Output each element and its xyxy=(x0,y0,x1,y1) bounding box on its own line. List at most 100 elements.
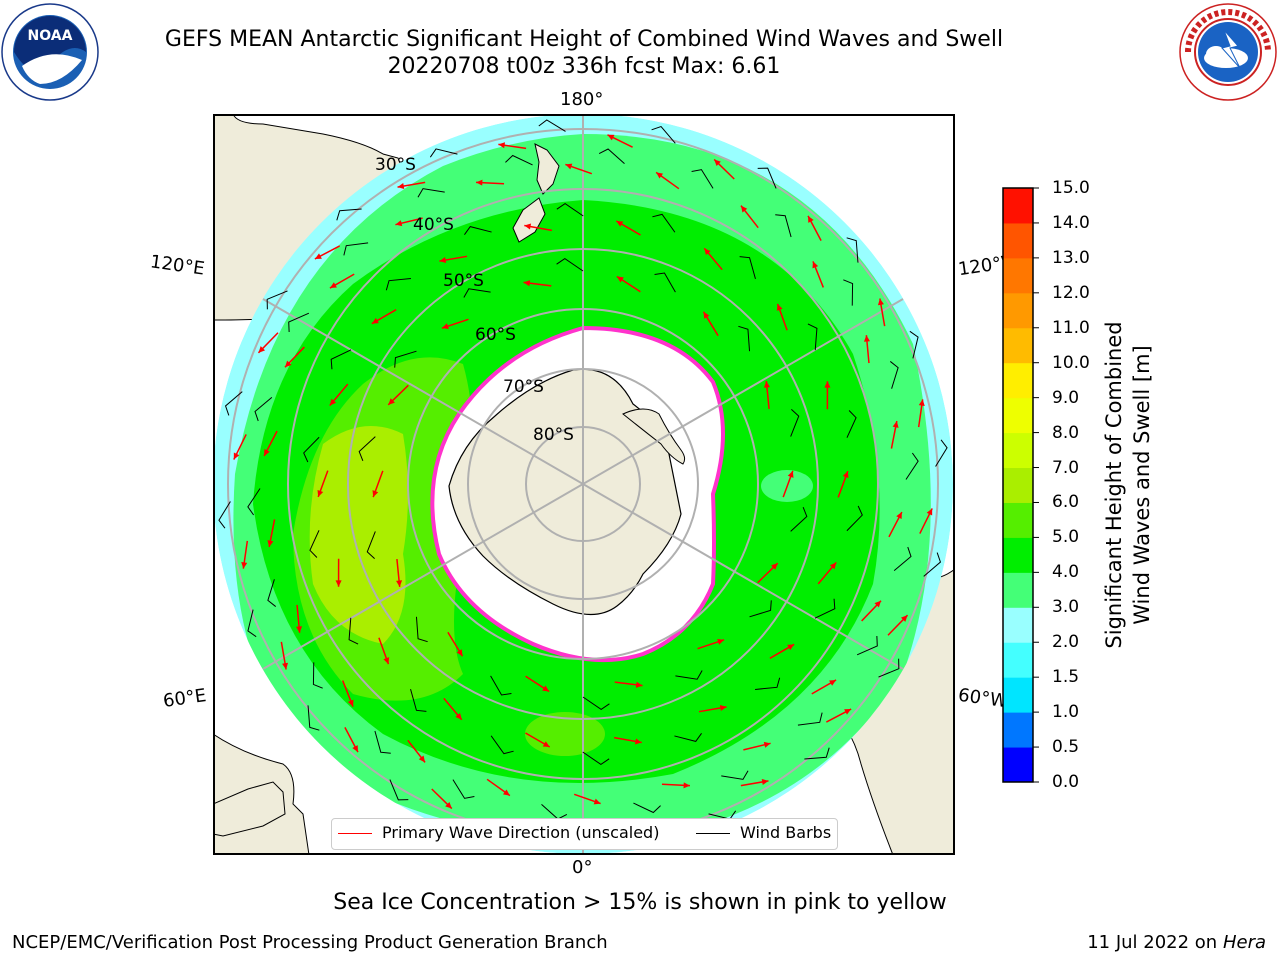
branch-credit: NCEP/EMC/Verification Post Processing Pr… xyxy=(12,932,608,953)
colorbar-tick-label: 0.5 xyxy=(1052,737,1080,758)
wind-barb xyxy=(598,148,625,165)
lat-label-50s: 50°S xyxy=(443,271,484,291)
run-date-text: 11 Jul 2022 on xyxy=(1087,932,1218,953)
wave-arrow-head xyxy=(635,681,643,688)
map-title: GEFS MEAN Antarctic Significant Height o… xyxy=(164,27,1004,52)
wind-barb xyxy=(394,350,417,368)
wind-barb xyxy=(675,670,703,680)
wave-arrow-head xyxy=(456,649,463,657)
wind-barb xyxy=(218,501,231,529)
colorbar-segment xyxy=(1003,572,1033,608)
wind-barb xyxy=(633,802,661,814)
wind-barb xyxy=(415,616,428,643)
wave-arrow-head xyxy=(877,298,884,306)
wave-arrow-head xyxy=(787,470,794,478)
wave-arrow-head xyxy=(863,335,870,342)
wind-barb xyxy=(366,531,376,560)
wave-arrow-head xyxy=(918,399,925,407)
wave-arrow-head xyxy=(441,323,449,330)
wind-barb xyxy=(878,658,900,678)
wave-arrow-head xyxy=(683,782,690,789)
wave-arrow-head xyxy=(498,142,506,149)
colorbar-tick-label: 1.0 xyxy=(1052,702,1080,723)
wind-barbs xyxy=(218,119,948,849)
wave-arrow-head xyxy=(542,685,550,692)
wave-arrow-head xyxy=(524,223,532,230)
lon-label-0: 0° xyxy=(572,857,593,878)
lat-label-30s: 30°S xyxy=(375,155,416,175)
wind-barb xyxy=(909,330,919,359)
wave-arrow-head xyxy=(383,657,390,665)
wind-barb xyxy=(429,148,458,158)
wind-barb xyxy=(247,488,261,516)
wave-arrow-head xyxy=(714,159,721,167)
colorbar-tick-label: 14.0 xyxy=(1052,212,1090,233)
wind-barb xyxy=(738,325,751,352)
wave-arrow-head xyxy=(395,220,403,227)
legend-item-wave-direction: Primary Wave Direction (unscaled) xyxy=(338,823,659,842)
noaa-logo-text: NOAA xyxy=(28,28,73,44)
wave-arrow-head xyxy=(763,741,771,748)
wave-arrow-head xyxy=(719,704,727,711)
wind-barb xyxy=(452,779,475,799)
wind-barb xyxy=(464,226,492,236)
wind-barb xyxy=(247,609,257,638)
colorbar-tick-label: 13.0 xyxy=(1052,247,1090,268)
colorbar-tick-label: 15.0 xyxy=(1052,178,1090,198)
wind-barb xyxy=(505,154,533,166)
wind-barb xyxy=(804,747,830,760)
map-legend: Primary Wave Direction (unscaled) Wind B… xyxy=(331,818,838,850)
wave-arrow-head xyxy=(771,563,778,570)
lat-label-70s: 70°S xyxy=(503,377,544,397)
colorbar-segment xyxy=(1003,397,1033,434)
wave-arrow-head xyxy=(542,741,550,748)
wave-arrow-head xyxy=(296,626,303,633)
wave-arrow-head xyxy=(371,317,379,324)
wind-barb xyxy=(303,436,320,463)
legend-label-barbs: Wind Barbs xyxy=(740,823,832,842)
wind-barb xyxy=(775,214,792,238)
wave-arrow-head xyxy=(616,276,624,283)
colorbar xyxy=(1002,187,1039,783)
wave-arrow-head xyxy=(896,512,902,520)
wave-arrow-head xyxy=(418,755,426,763)
run-host: Hera xyxy=(1222,932,1266,953)
colorbar-segment xyxy=(1003,607,1033,643)
lon-label-120e: 120°E xyxy=(148,251,206,280)
colorbar-label-line1: Significant Height of Combined xyxy=(1102,321,1126,649)
wave-arrow-head xyxy=(829,562,837,570)
wave-arrow-head xyxy=(593,798,601,805)
colorbar-segment xyxy=(1003,642,1033,678)
wind-barb xyxy=(312,662,323,689)
wave-arrow-head xyxy=(396,580,403,587)
wave-arrow-head xyxy=(476,179,483,186)
wave-arrow-head xyxy=(523,280,531,287)
wind-barb xyxy=(267,579,277,607)
wave-arrow-head xyxy=(812,261,819,269)
colorbar-tick-label: 10.0 xyxy=(1052,352,1090,373)
wave-arrow-head xyxy=(258,346,266,353)
colorbar-tick-label: 12.0 xyxy=(1052,282,1090,303)
colorbar-tick-label: 4.0 xyxy=(1052,562,1080,583)
legend-label-wave: Primary Wave Direction (unscaled) xyxy=(382,823,660,842)
wave-arrow-head xyxy=(233,452,240,460)
nws-logo-icon xyxy=(1179,3,1277,101)
wave-arrow-head xyxy=(900,615,908,622)
wave-arrow-head xyxy=(282,662,289,670)
noaa-logo-icon: NOAA xyxy=(1,3,99,101)
polar-map: 30°S 40°S 50°S 60°S 70°S 80°S xyxy=(213,114,955,855)
colorbar-label-line2: Wind Waves and Swell [m] xyxy=(1130,345,1154,625)
wind-barb xyxy=(266,290,288,310)
wave-arrow-head xyxy=(445,801,452,809)
colorbar-segment xyxy=(1003,467,1033,503)
wind-barb xyxy=(538,119,566,132)
wind-barb xyxy=(814,598,836,619)
wind-barb xyxy=(389,779,409,801)
colorbar-segment xyxy=(1003,502,1033,538)
wind-barb xyxy=(336,208,362,221)
wind-barb xyxy=(348,617,359,645)
wind-barb xyxy=(343,242,369,256)
wind-barb xyxy=(385,278,411,291)
colorbar-segment xyxy=(1003,327,1033,364)
lat-label-40s: 40°S xyxy=(413,215,454,235)
